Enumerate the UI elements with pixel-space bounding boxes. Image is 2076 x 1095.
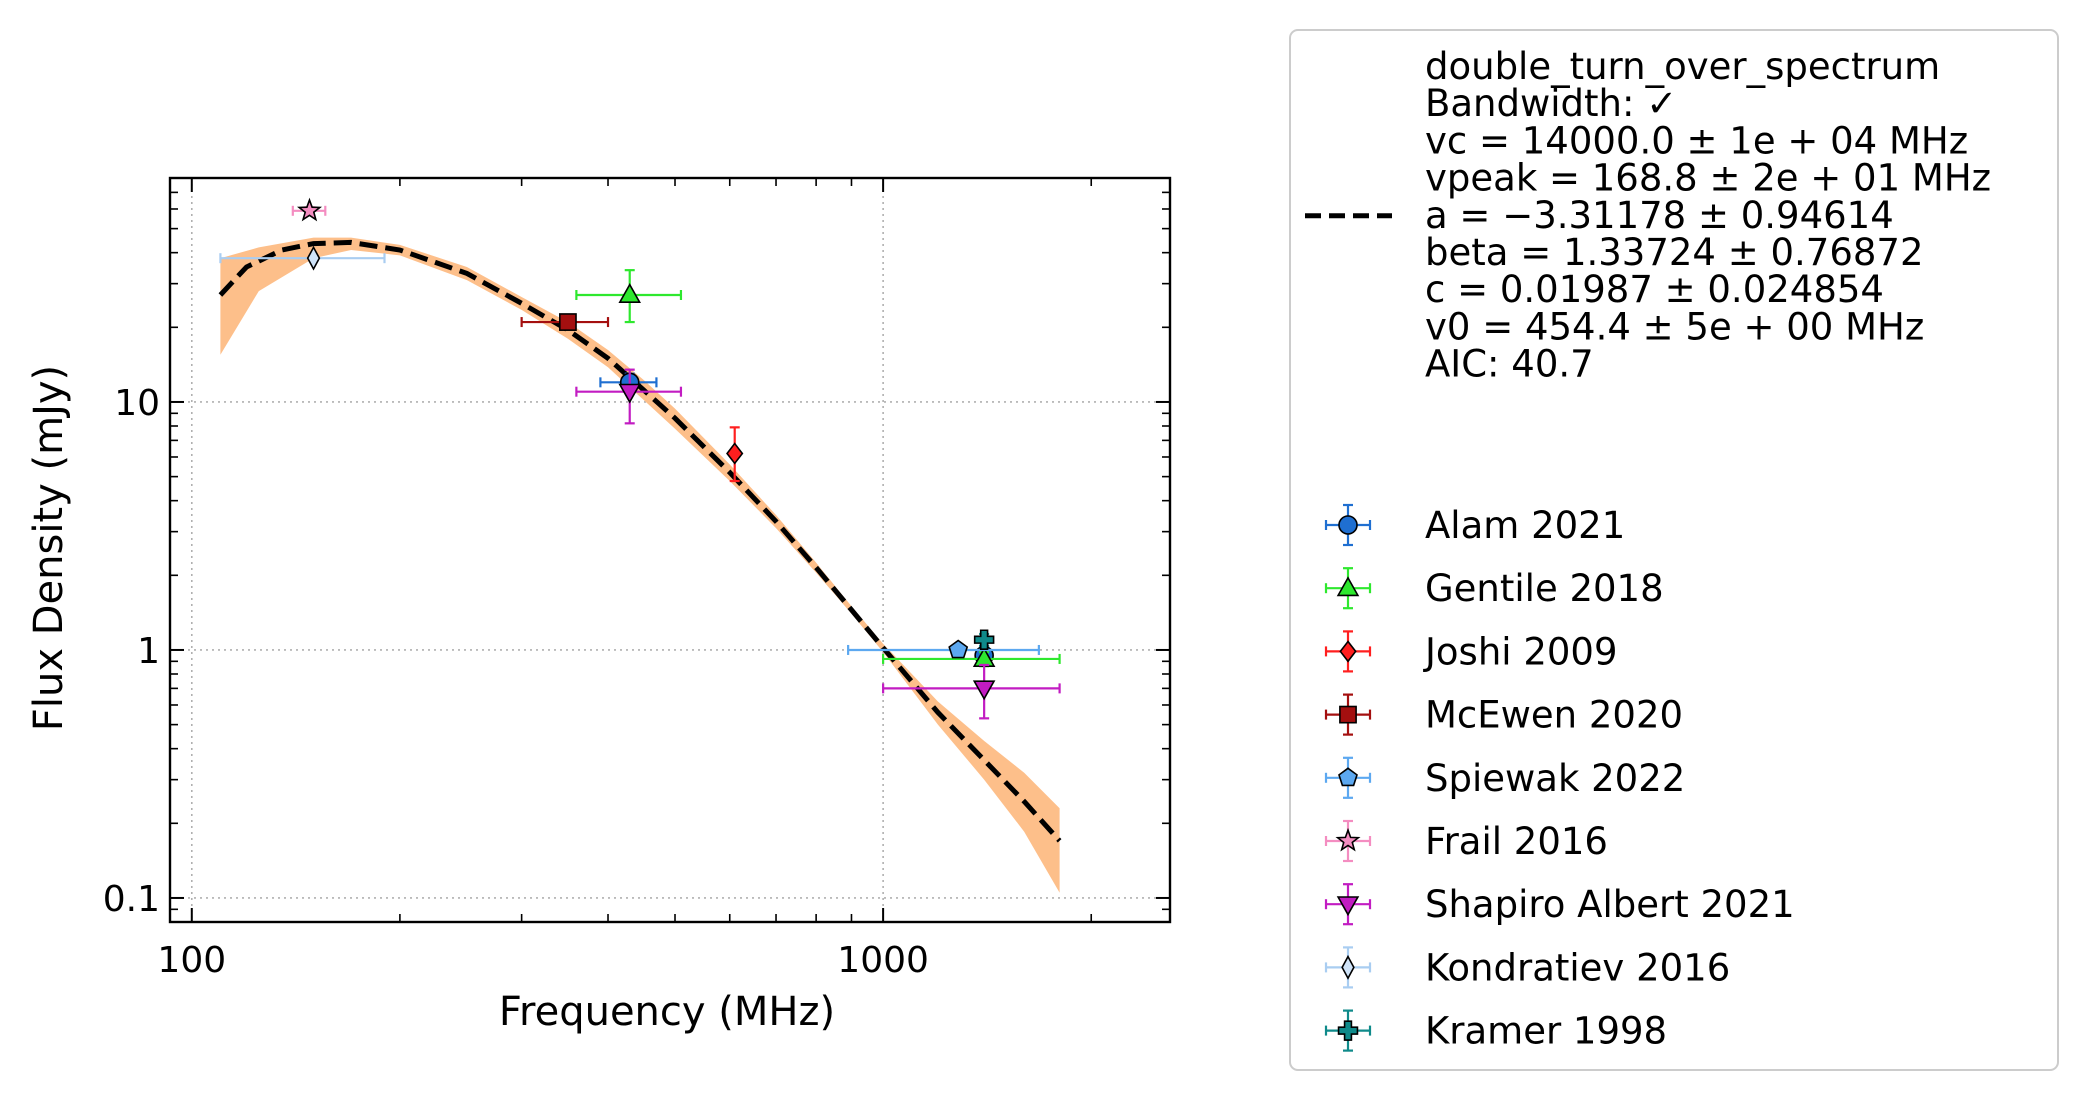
series-kramer-1998 (973, 629, 995, 650)
data-point (575, 368, 683, 425)
legend-entry-label: Shapiro Albert 2021 (1425, 883, 1795, 926)
marker-diamond (1339, 640, 1357, 663)
marker-square (559, 313, 577, 331)
data-point (882, 646, 1061, 668)
series-joshi-2009 (726, 426, 744, 483)
legend-entry: Kondratiev 2016 (1324, 946, 1730, 989)
marker-square (1339, 705, 1357, 724)
data-point (726, 426, 744, 483)
fit-curve-layer (218, 239, 1062, 843)
marker-plus (973, 629, 995, 650)
legend-fit-text: AIC: 40.7 (1425, 343, 1594, 386)
marker-triangle-down (972, 680, 996, 701)
legend-entry: Kramer 1998 (1324, 1009, 1667, 1053)
legend-entry: Joshi 2009 (1324, 630, 1617, 673)
y-tick-label: 1 (137, 631, 160, 672)
legend-fit-text: double_turn_over_spectrum (1425, 45, 1940, 88)
legend-fit-text: v0 = 454.4 ± 5e + 00 MHz (1425, 305, 1924, 348)
marker-thin-diamond (1341, 954, 1355, 980)
grid (170, 178, 1170, 922)
legend-entry: Alam 2021 (1324, 503, 1625, 547)
legend-fit-text: vpeak = 168.8 ± 2e + 01 MHz (1425, 157, 1991, 200)
legend-entry: Gentile 2018 (1324, 567, 1664, 610)
marker-circle (1338, 515, 1358, 535)
series-alam-2021 (599, 372, 994, 667)
series-mcewen-2020 (520, 313, 610, 331)
marker-star (1335, 827, 1361, 852)
fit-uncertainty-band (220, 237, 1060, 893)
x-tick-label: 1000 (837, 940, 929, 981)
legend-entry-label: Joshi 2009 (1423, 630, 1617, 673)
data-point (520, 313, 610, 331)
data-point (291, 197, 327, 222)
legend-entry: Frail 2016 (1324, 819, 1608, 863)
fit-uncertainty-band-layer (220, 237, 1060, 893)
legend-entry-label: Kramer 1998 (1425, 1010, 1667, 1053)
series-shapiro-albert-2021 (575, 368, 1061, 720)
data-point (219, 245, 386, 271)
fit-curve (218, 239, 1062, 843)
data-point (973, 629, 995, 650)
data-points-layer (219, 197, 1061, 720)
legend-fit-text: c = 0.01987 ± 0.024854 (1425, 268, 1884, 311)
marker-triangle-down (618, 383, 641, 404)
data-point (575, 269, 683, 324)
marker-triangle-up (1336, 576, 1360, 597)
legend-entry-label: McEwen 2020 (1425, 694, 1683, 737)
legend-entry: McEwen 2020 (1324, 693, 1683, 737)
legend-fit-text: beta = 1.33724 ± 0.76872 (1425, 231, 1924, 274)
x-axis-label: Frequency (MHz) (499, 989, 835, 1035)
y-tick-label: 10 (114, 383, 160, 424)
legend-entry-label: Gentile 2018 (1425, 567, 1664, 610)
data-point (882, 663, 1061, 720)
legend-entry-label: Spiewak 2022 (1425, 757, 1685, 800)
legend-entry: Shapiro Albert 2021 (1324, 883, 1795, 926)
marker-triangle-down (1336, 896, 1360, 917)
series-gentile-2018 (575, 269, 1061, 668)
y-axis-label: Flux Density (mJy) (26, 365, 72, 731)
legend-fit-text: Bandwidth: ✓ (1425, 82, 1677, 125)
series-kondratiev-2016 (219, 245, 386, 271)
marker-star (296, 197, 323, 222)
y-tick-label: 0.1 (103, 879, 160, 920)
legend-entry: Spiewak 2022 (1324, 756, 1685, 800)
marker-pentagon (1338, 767, 1358, 787)
series-spiewak-2022 (847, 639, 1040, 659)
axes: 100 1000 0.1 1 10 (103, 176, 1172, 981)
legend-entry-label: Kondratiev 2016 (1425, 946, 1730, 989)
legend-box (1289, 29, 2059, 1071)
legend-entry-label: Frail 2016 (1425, 820, 1608, 863)
series-frail-2016 (291, 197, 327, 222)
plot-frame (168, 176, 1172, 924)
legend-fit-text: vc = 14000.0 ± 1e + 04 MHz (1425, 119, 1968, 162)
data-point (847, 639, 1040, 659)
marker-triangle-up (618, 283, 641, 303)
legend-entry-label: Alam 2021 (1425, 504, 1625, 547)
legend-fit-text: a = −3.31178 ± 0.94614 (1425, 194, 1894, 237)
marker-plus (1337, 1020, 1359, 1041)
marker-pentagon (948, 639, 969, 659)
x-tick-label: 100 (157, 940, 226, 981)
marker-diamond (726, 442, 744, 465)
marker-thin-diamond (306, 245, 321, 271)
